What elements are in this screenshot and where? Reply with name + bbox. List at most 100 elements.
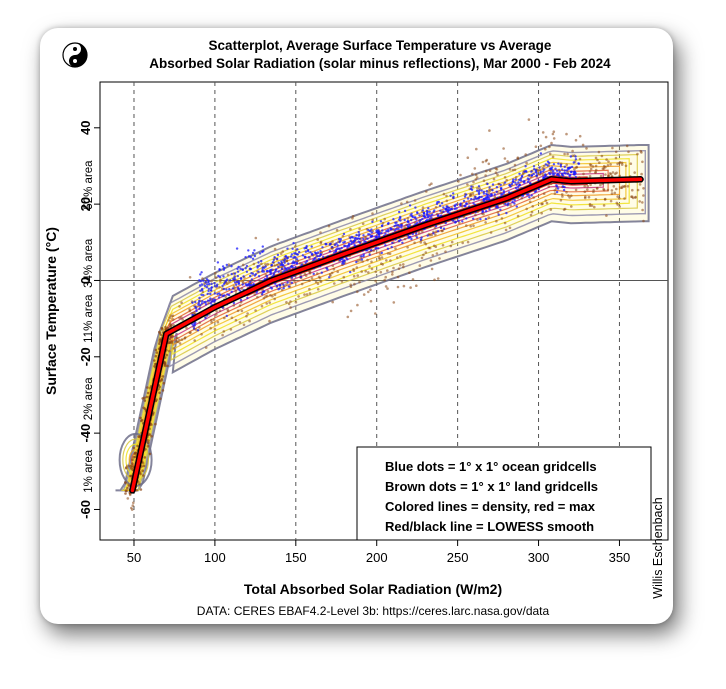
land-dot xyxy=(216,320,220,324)
land-dot xyxy=(383,278,387,282)
ocean-dot xyxy=(425,209,429,213)
ocean-dot xyxy=(241,268,244,271)
land-dot xyxy=(154,348,158,352)
ocean-dot xyxy=(377,235,381,239)
land-dot xyxy=(374,270,378,274)
ocean-dot xyxy=(465,202,468,205)
ocean-dot xyxy=(222,287,226,291)
ocean-dot xyxy=(454,220,457,224)
ocean-dot xyxy=(253,249,256,252)
land-dot xyxy=(621,185,624,188)
ocean-dot xyxy=(484,217,488,221)
ocean-dot xyxy=(201,300,204,303)
land-dot xyxy=(391,273,394,276)
ocean-dot xyxy=(415,218,418,221)
land-dot xyxy=(469,193,472,197)
ocean-dot xyxy=(487,194,490,197)
land-dot xyxy=(232,285,236,288)
x-axis-title: Total Absorbed Solar Radiation (W/m2) xyxy=(244,581,502,597)
land-dot xyxy=(573,167,576,171)
land-dot xyxy=(541,131,545,134)
land-dot xyxy=(444,250,447,253)
land-dot xyxy=(178,305,181,308)
ocean-dot xyxy=(508,183,511,187)
ocean-dot xyxy=(208,282,211,286)
land-dot xyxy=(594,198,598,201)
ocean-dot xyxy=(218,292,221,295)
ocean-dot xyxy=(552,170,555,173)
ocean-dot xyxy=(343,259,346,262)
land-dot xyxy=(626,185,630,188)
land-dot xyxy=(215,313,218,316)
ocean-dot xyxy=(290,264,293,268)
land-dot xyxy=(487,216,491,219)
land-dot xyxy=(459,173,462,177)
ocean-dot xyxy=(477,197,480,200)
land-dot xyxy=(520,196,524,200)
ocean-dot xyxy=(286,281,289,284)
land-dot xyxy=(506,160,509,163)
land-dot xyxy=(388,252,392,256)
land-dot xyxy=(551,132,555,136)
land-dot xyxy=(248,319,251,323)
land-dot xyxy=(143,456,147,459)
ocean-dot xyxy=(217,274,220,278)
ocean-dot xyxy=(312,259,315,262)
land-dot xyxy=(397,267,401,270)
ocean-dot xyxy=(502,190,505,193)
land-dot xyxy=(316,288,320,291)
ocean-dot xyxy=(511,180,515,183)
land-dot xyxy=(402,284,406,288)
land-dot xyxy=(488,188,491,191)
ocean-dot xyxy=(269,286,272,289)
ocean-dot xyxy=(210,286,213,290)
ocean-dot xyxy=(319,253,322,256)
ocean-dot xyxy=(250,272,253,275)
ocean-dot xyxy=(532,172,535,176)
ocean-dot xyxy=(283,261,286,264)
ocean-dot xyxy=(233,272,237,275)
land-dot xyxy=(438,257,441,260)
land-dot xyxy=(570,194,573,198)
ocean-dot xyxy=(470,188,474,191)
land-dot xyxy=(521,172,525,176)
ocean-dot xyxy=(409,214,412,217)
ocean-dot xyxy=(513,202,516,205)
land-dot xyxy=(544,135,548,139)
land-dot xyxy=(386,252,390,255)
land-dot xyxy=(594,170,597,174)
land-dot xyxy=(331,300,335,304)
land-dot xyxy=(613,191,617,195)
ocean-dot xyxy=(341,262,344,265)
ocean-dot xyxy=(390,245,393,249)
ocean-dot xyxy=(519,177,523,180)
land-dot xyxy=(544,147,547,151)
ocean-dot xyxy=(520,175,524,178)
land-dot xyxy=(589,167,593,171)
ocean-dot xyxy=(490,193,493,196)
ocean-dot xyxy=(290,253,294,256)
land-dot xyxy=(503,221,507,225)
lowess-curve xyxy=(130,177,643,493)
land-dot xyxy=(142,464,146,468)
ocean-dot xyxy=(198,299,201,303)
land-dot xyxy=(436,277,440,280)
x-tick-label: 300 xyxy=(528,550,550,565)
ocean-dot xyxy=(432,210,435,213)
ocean-dot xyxy=(385,229,388,233)
ocean-dot xyxy=(355,233,358,237)
ocean-dot xyxy=(289,255,293,258)
land-dot xyxy=(154,362,157,366)
ocean-dot xyxy=(477,185,481,188)
land-dot xyxy=(161,389,165,392)
land-dot xyxy=(565,191,568,194)
land-dot xyxy=(612,185,616,188)
land-dot xyxy=(582,172,585,176)
land-dot xyxy=(262,296,266,300)
ocean-dot xyxy=(197,302,200,305)
ocean-dot xyxy=(444,221,447,225)
land-dot xyxy=(540,212,543,215)
land-dot xyxy=(210,318,213,322)
y-tick-label: 20 xyxy=(78,197,93,211)
land-dot xyxy=(394,247,397,250)
